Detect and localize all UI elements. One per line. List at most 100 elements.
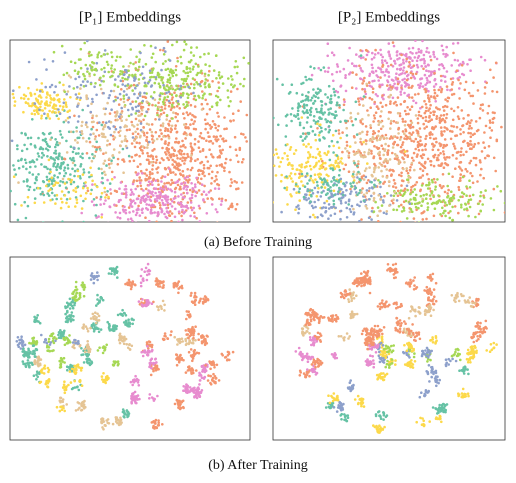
dot — [84, 405, 87, 409]
dot — [45, 96, 48, 99]
dot — [189, 201, 193, 204]
dot — [486, 154, 490, 157]
dot — [58, 100, 61, 104]
dot — [362, 95, 366, 98]
dot — [359, 77, 362, 80]
dot — [67, 74, 71, 77]
dot — [27, 86, 30, 90]
dot — [144, 96, 148, 99]
dot — [251, 226, 254, 229]
dot — [148, 102, 151, 106]
dot — [97, 51, 101, 54]
dot — [56, 162, 60, 166]
dot — [75, 368, 78, 372]
dot — [375, 146, 379, 149]
dot — [38, 108, 41, 111]
dot — [418, 127, 422, 130]
dot — [127, 325, 130, 328]
dot — [146, 350, 149, 354]
dot — [457, 150, 460, 154]
dot — [355, 87, 358, 90]
dot — [356, 203, 359, 206]
dot — [72, 189, 75, 192]
dot — [77, 92, 81, 95]
dot — [48, 104, 51, 107]
dot — [450, 83, 454, 86]
dot — [132, 199, 135, 202]
dot — [240, 160, 244, 164]
dot — [330, 163, 333, 167]
dot — [49, 101, 52, 104]
dot — [47, 340, 51, 344]
dot — [400, 84, 403, 87]
dot — [58, 359, 61, 363]
dot — [40, 163, 43, 166]
dot — [97, 215, 100, 218]
dot — [182, 69, 185, 73]
dot — [426, 187, 430, 190]
dot — [255, 180, 258, 183]
dot — [189, 348, 193, 351]
dot — [405, 83, 409, 87]
dot — [55, 168, 58, 172]
dot — [40, 117, 43, 120]
dot — [95, 216, 98, 219]
dot — [429, 197, 432, 201]
dot — [191, 359, 194, 363]
dot — [159, 193, 162, 197]
dot — [190, 46, 193, 49]
dot — [137, 82, 141, 85]
dot — [399, 220, 402, 222]
dot — [419, 194, 423, 198]
dot — [193, 142, 197, 146]
dot — [447, 188, 450, 192]
dot — [222, 140, 226, 143]
dot — [21, 165, 25, 168]
dot — [467, 131, 470, 135]
dot — [329, 107, 333, 110]
dot — [82, 72, 85, 76]
dot — [55, 193, 59, 197]
dot — [393, 190, 397, 194]
dot — [189, 388, 192, 392]
dot — [73, 364, 76, 368]
dot — [411, 184, 415, 188]
dot — [20, 341, 24, 344]
dot — [184, 137, 187, 140]
dot — [240, 181, 244, 184]
dot — [71, 306, 75, 310]
dot — [304, 175, 307, 178]
dot — [468, 194, 472, 198]
dot — [433, 110, 436, 114]
dot — [91, 125, 95, 129]
dot — [401, 130, 405, 133]
dot — [174, 124, 177, 127]
dot — [306, 131, 310, 135]
dot — [367, 189, 371, 193]
dot — [103, 159, 107, 163]
dot — [125, 93, 128, 96]
dot — [410, 121, 414, 125]
dot — [138, 154, 141, 158]
dot — [442, 199, 445, 202]
dot — [21, 347, 25, 351]
dot — [170, 330, 173, 333]
dot — [70, 367, 74, 371]
dot — [148, 69, 152, 72]
dot — [102, 202, 106, 206]
dot — [313, 173, 317, 176]
dot — [223, 127, 226, 131]
dot — [389, 88, 393, 92]
dot — [142, 126, 145, 129]
dot — [137, 60, 141, 64]
dot — [53, 174, 56, 177]
dot — [422, 193, 426, 197]
dot — [318, 117, 322, 120]
dot — [110, 159, 113, 162]
dot — [79, 155, 82, 158]
dot — [398, 160, 401, 163]
dot — [479, 191, 483, 194]
dot — [143, 81, 147, 85]
dot — [61, 177, 65, 181]
dot — [432, 195, 436, 199]
